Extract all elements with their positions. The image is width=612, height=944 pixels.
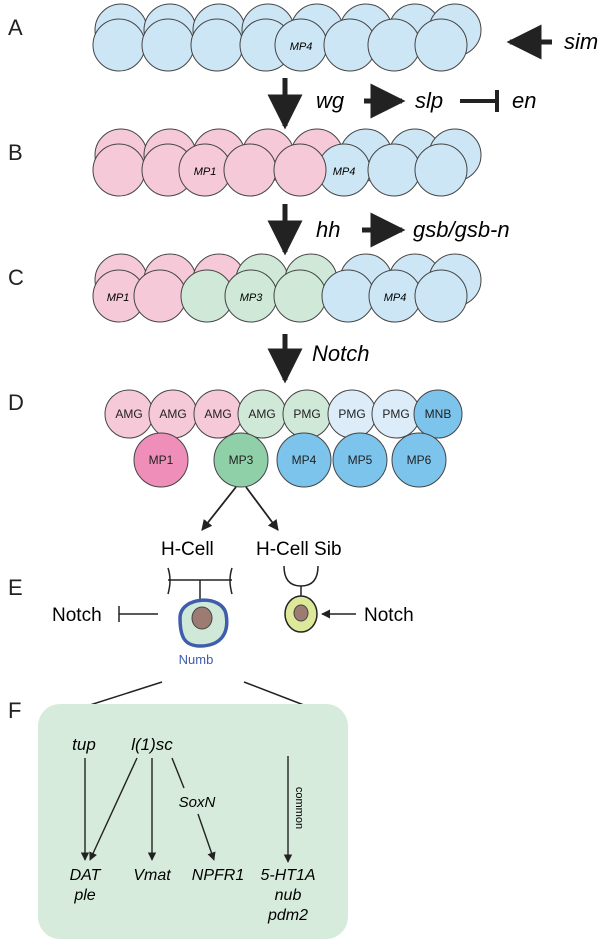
cell-label-mp3: MP3	[229, 453, 254, 467]
cell-label-mnb: MNB	[425, 407, 452, 421]
gene-ple: ple	[73, 887, 95, 904]
gene-vmat: Vmat	[133, 867, 171, 884]
gene-5ht1a: 5-HT1A	[260, 867, 315, 884]
panel-letter-d: D	[8, 390, 24, 415]
row-c-cells	[92, 253, 482, 323]
cell-label-amg: AMG	[248, 407, 275, 421]
h-cell-neuron	[167, 567, 233, 648]
arrow-to-h-cell	[201, 486, 237, 531]
target-genes: DAT ple Vmat NPFR1 5-HT1A nub pdm2	[70, 867, 316, 924]
row-d-bottom-cells	[133, 432, 447, 488]
row-d-top-labels: AMG AMG AMG AMG PMG PMG PMG MNB	[115, 407, 451, 421]
gene-network-box	[38, 704, 348, 939]
cell-label-pmg: PMG	[382, 407, 409, 421]
cell-label-amg: AMG	[115, 407, 142, 421]
cell-label-mp1-c: MP1	[107, 292, 130, 304]
row-d-top-cells	[104, 389, 463, 439]
h-cell-label: H-Cell	[161, 539, 214, 560]
signal-sim: sim	[564, 29, 598, 54]
cell-label-mp4-b: MP4	[333, 166, 356, 178]
gene-hh: hh	[316, 217, 340, 242]
gene-soxn: SoxN	[179, 794, 216, 811]
gene-slp: slp	[415, 88, 443, 113]
row-a-cells	[92, 3, 482, 72]
cell-label-amg: AMG	[159, 407, 186, 421]
panel-letter-a: A	[8, 15, 23, 40]
gene-npfr1: NPFR1	[192, 867, 244, 884]
cell-label-mp4-a: MP4	[290, 41, 313, 53]
h-cell-sib-neuron	[283, 565, 319, 633]
panel-letter-c: C	[8, 265, 24, 290]
cell-label-mp4: MP4	[292, 453, 317, 467]
row-b-cells	[92, 128, 482, 197]
gene-wg: wg	[316, 88, 345, 113]
cell-label-mp5: MP5	[348, 453, 373, 467]
panel-letter-f: F	[8, 698, 21, 723]
notch-left-label: Notch	[52, 605, 102, 626]
cell-label-mp1-b: MP1	[194, 166, 217, 178]
line-l1sc-soxn	[171, 757, 185, 789]
notch-right-label: Notch	[364, 605, 414, 626]
gene-pdm2: pdm2	[267, 907, 308, 924]
gene-gsb: gsb/gsb-n	[413, 217, 510, 242]
arrow-soxn-npfr1	[197, 813, 216, 861]
row-d-bottom-labels: MP1 MP3 MP4 MP5 MP6	[149, 453, 432, 467]
gene-nub: nub	[275, 887, 302, 904]
arrow-to-h-cell-sib	[245, 486, 279, 531]
cell-label-pmg: PMG	[338, 407, 365, 421]
cell-label-mp4-c: MP4	[384, 292, 407, 304]
cell-label-mp3-c: MP3	[240, 292, 264, 304]
numb-label: Numb	[179, 652, 214, 667]
panel-letter-b: B	[8, 140, 23, 165]
gene-en: en	[512, 88, 536, 113]
common-label: common	[293, 787, 305, 829]
cell-label-pmg: PMG	[293, 407, 320, 421]
gene-l1sc: l(1)sc	[131, 735, 173, 754]
cell-label-mp1: MP1	[149, 453, 174, 467]
arrow-l1sc-dat	[89, 757, 138, 861]
gene-tup: tup	[72, 735, 96, 754]
panel-letter-e: E	[8, 575, 23, 600]
gene-dat: DAT	[70, 867, 102, 884]
cell-label-mp6: MP6	[407, 453, 432, 467]
h-cell-sib-label: H-Cell Sib	[256, 539, 342, 560]
signal-notch-cd: Notch	[312, 341, 369, 366]
cell-label-amg: AMG	[204, 407, 231, 421]
